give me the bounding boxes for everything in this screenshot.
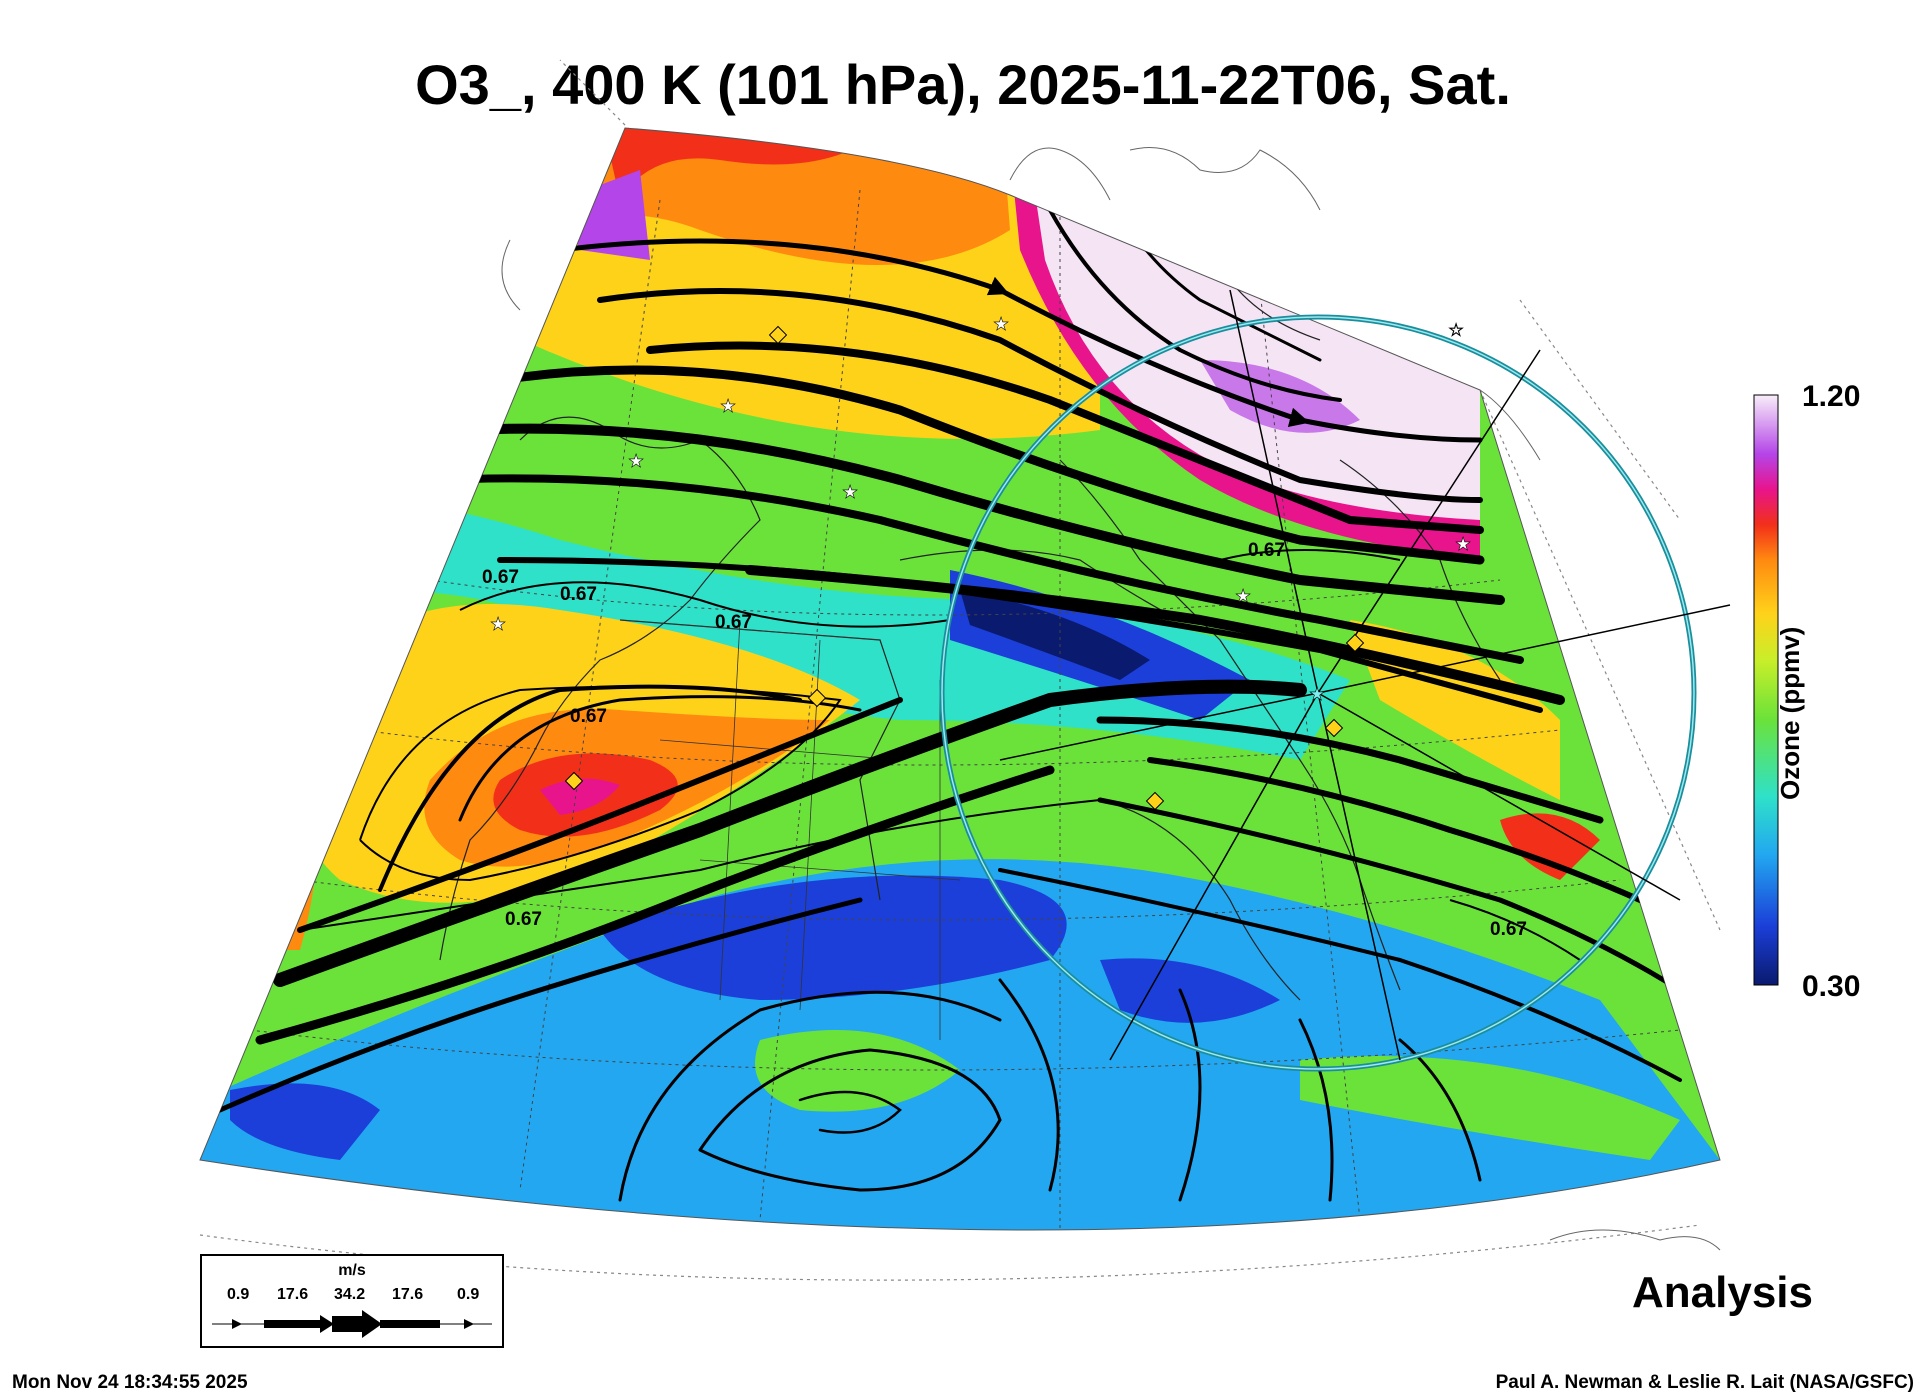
contour-label: 0.67 — [560, 584, 597, 605]
white-star-marker: ☆ — [1448, 320, 1464, 340]
credit: Paul A. Newman & Leslie R. Lait (NASA/GS… — [1495, 1372, 1914, 1393]
wind-legend-unit: m/s — [338, 1262, 366, 1279]
colorbar — [1753, 394, 1779, 986]
wind-speed-legend: m/s 0.9 17.6 34.2 17.6 0.9 — [200, 1254, 504, 1348]
yellow-diamond-marker — [768, 325, 788, 345]
map-boundary — [199, 127, 1721, 1231]
contour-label: 0.67 — [1490, 919, 1527, 940]
white-star-marker: ★ — [842, 482, 858, 502]
wind-legend-value: 17.6 — [392, 1286, 424, 1303]
contour-label: 0.67 — [482, 567, 519, 588]
contour-label: 0.67 — [570, 706, 607, 727]
yellow-diamond-marker — [1345, 633, 1365, 653]
colorbar-max-label: 1.20 — [1802, 380, 1861, 413]
analysis-label: Analysis — [1632, 1268, 1813, 1317]
wind-legend-value: 0.9 — [457, 1286, 480, 1303]
yellow-diamond-marker — [1324, 718, 1344, 738]
wind-legend-value: 17.6 — [277, 1286, 309, 1303]
yellow-diamond-marker — [1145, 791, 1165, 811]
outer-graticule — [199, 59, 1721, 1281]
station-markers: ★ ★ ★ ★ ★ ★ ★ ☆ ★ — [490, 314, 1471, 811]
wind-legend-arrows — [212, 1310, 492, 1338]
outer-coastlines — [501, 147, 1721, 1251]
colorbar-title: Ozone (ppmv) — [1775, 626, 1805, 800]
wind-legend-value: 0.9 — [227, 1286, 250, 1303]
timestamp: Mon Nov 24 18:34:55 2025 — [12, 1372, 248, 1393]
yellow-diamond-marker — [807, 688, 827, 708]
white-star-marker: ★ — [1455, 534, 1471, 554]
white-star-marker: ★ — [628, 451, 644, 471]
white-star-marker: ★ — [720, 396, 736, 416]
white-star-marker: ★ — [490, 614, 506, 634]
cyan-star-marker: ★ — [1309, 684, 1325, 704]
contour-label: 0.67 — [1248, 540, 1285, 561]
yellow-diamond-marker — [564, 771, 584, 791]
wind-legend-value: 34.2 — [334, 1286, 366, 1303]
contour-labels: 0.67 0.67 0.67 0.67 0.67 0.67 0.67 — [482, 540, 1527, 940]
colorbar-min-label: 0.30 — [1802, 970, 1861, 1003]
white-star-marker: ★ — [993, 314, 1009, 334]
contour-label: 0.67 — [505, 909, 542, 930]
vortex-circle — [939, 314, 1697, 1072]
map-title: O3_, 400 K (101 hPa), 2025-11-22T06, Sat… — [415, 53, 1511, 116]
white-star-marker: ★ — [1235, 586, 1251, 606]
contour-label: 0.67 — [715, 612, 752, 633]
ozone-contours — [299, 549, 1581, 961]
